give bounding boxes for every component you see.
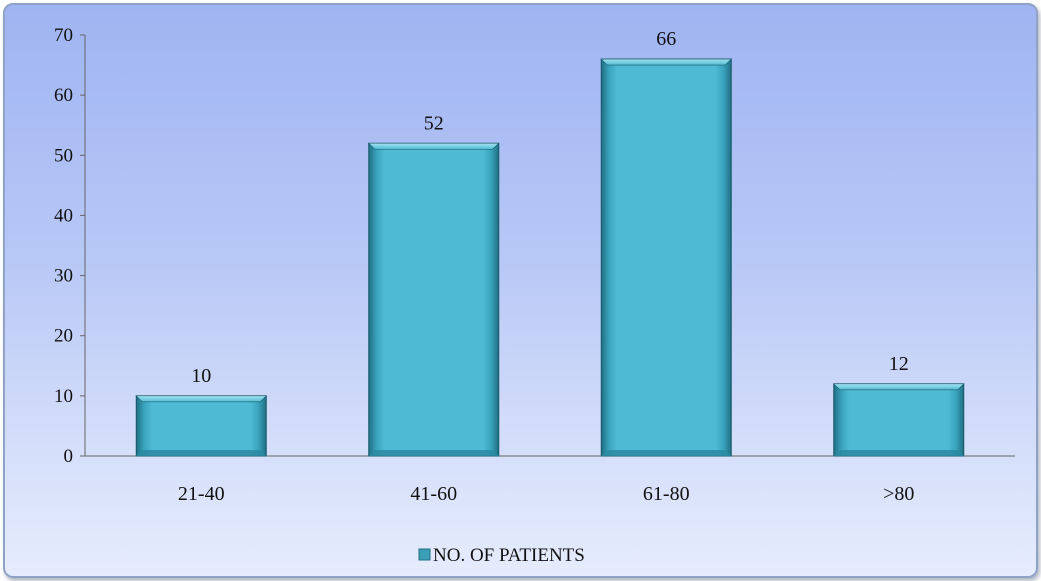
bar-chart: 0 10 20 30 40 50 60 70 10 21-40 52 41-60 66 61-80 12 >8… bbox=[54, 25, 1015, 566]
bar-bevel-top bbox=[600, 58, 732, 66]
y-tick-label: 50 bbox=[54, 145, 73, 166]
bar-body bbox=[833, 383, 965, 457]
data-label: 52 bbox=[424, 112, 444, 134]
bars bbox=[135, 58, 965, 457]
bar-bevel-bottom bbox=[136, 450, 267, 456]
y-tick-label: 40 bbox=[54, 205, 73, 226]
y-tick-label: 20 bbox=[54, 326, 73, 347]
x-tick-label: 61-80 bbox=[643, 483, 690, 505]
bar-bevel-top bbox=[368, 142, 500, 150]
y-tick-label: 70 bbox=[54, 25, 73, 46]
legend-swatch bbox=[418, 548, 431, 561]
bar bbox=[135, 395, 267, 457]
y-tick-label: 10 bbox=[54, 386, 73, 407]
x-tick-label: >80 bbox=[883, 483, 914, 505]
bar bbox=[600, 58, 732, 457]
bar-bevel-bottom bbox=[833, 450, 964, 456]
bar-bevel-top bbox=[135, 395, 267, 403]
x-tick-label: 21-40 bbox=[178, 483, 225, 505]
bar-bevel-bottom bbox=[368, 450, 499, 456]
data-label: 66 bbox=[656, 28, 676, 50]
bar-body bbox=[600, 58, 732, 457]
y-tick-label: 30 bbox=[54, 266, 73, 287]
bar bbox=[368, 142, 500, 457]
data-label: 10 bbox=[191, 365, 211, 387]
labels: 0 10 20 30 40 50 60 70 10 21-40 52 41-60 66 61-80 12 >8… bbox=[54, 25, 914, 505]
y-tick-label: 60 bbox=[54, 85, 73, 106]
legend-label: NO. OF PATIENTS bbox=[433, 545, 585, 566]
bar bbox=[833, 383, 965, 457]
bar-bevel-bottom bbox=[601, 450, 732, 456]
bar-body bbox=[368, 142, 500, 457]
chart-frame: 0 10 20 30 40 50 60 70 10 21-40 52 41-60 66 61-80 12 >8… bbox=[3, 3, 1038, 578]
data-label: 12 bbox=[889, 353, 909, 375]
x-tick-label: 41-60 bbox=[410, 483, 457, 505]
bar-bevel-top bbox=[833, 383, 965, 391]
bar-body bbox=[135, 395, 267, 457]
legend: NO. OF PATIENTS bbox=[418, 545, 585, 566]
y-tick-label: 0 bbox=[64, 446, 74, 467]
